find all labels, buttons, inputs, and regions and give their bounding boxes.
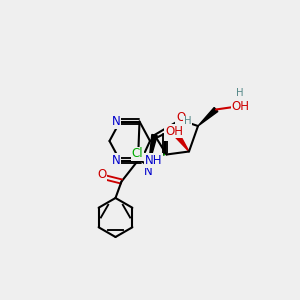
Polygon shape [198,107,218,126]
Text: N: N [144,165,153,178]
Text: O: O [176,111,185,124]
Text: O: O [98,167,106,181]
Polygon shape [175,134,189,152]
Text: H: H [236,88,243,98]
Text: N: N [112,154,121,167]
Text: OH: OH [232,100,250,113]
Text: NH: NH [145,154,162,167]
Text: OH: OH [166,125,184,138]
Text: Cl: Cl [131,147,143,160]
Text: N: N [164,127,173,140]
Text: H: H [184,116,191,127]
Polygon shape [148,134,157,166]
Text: N: N [112,115,121,128]
